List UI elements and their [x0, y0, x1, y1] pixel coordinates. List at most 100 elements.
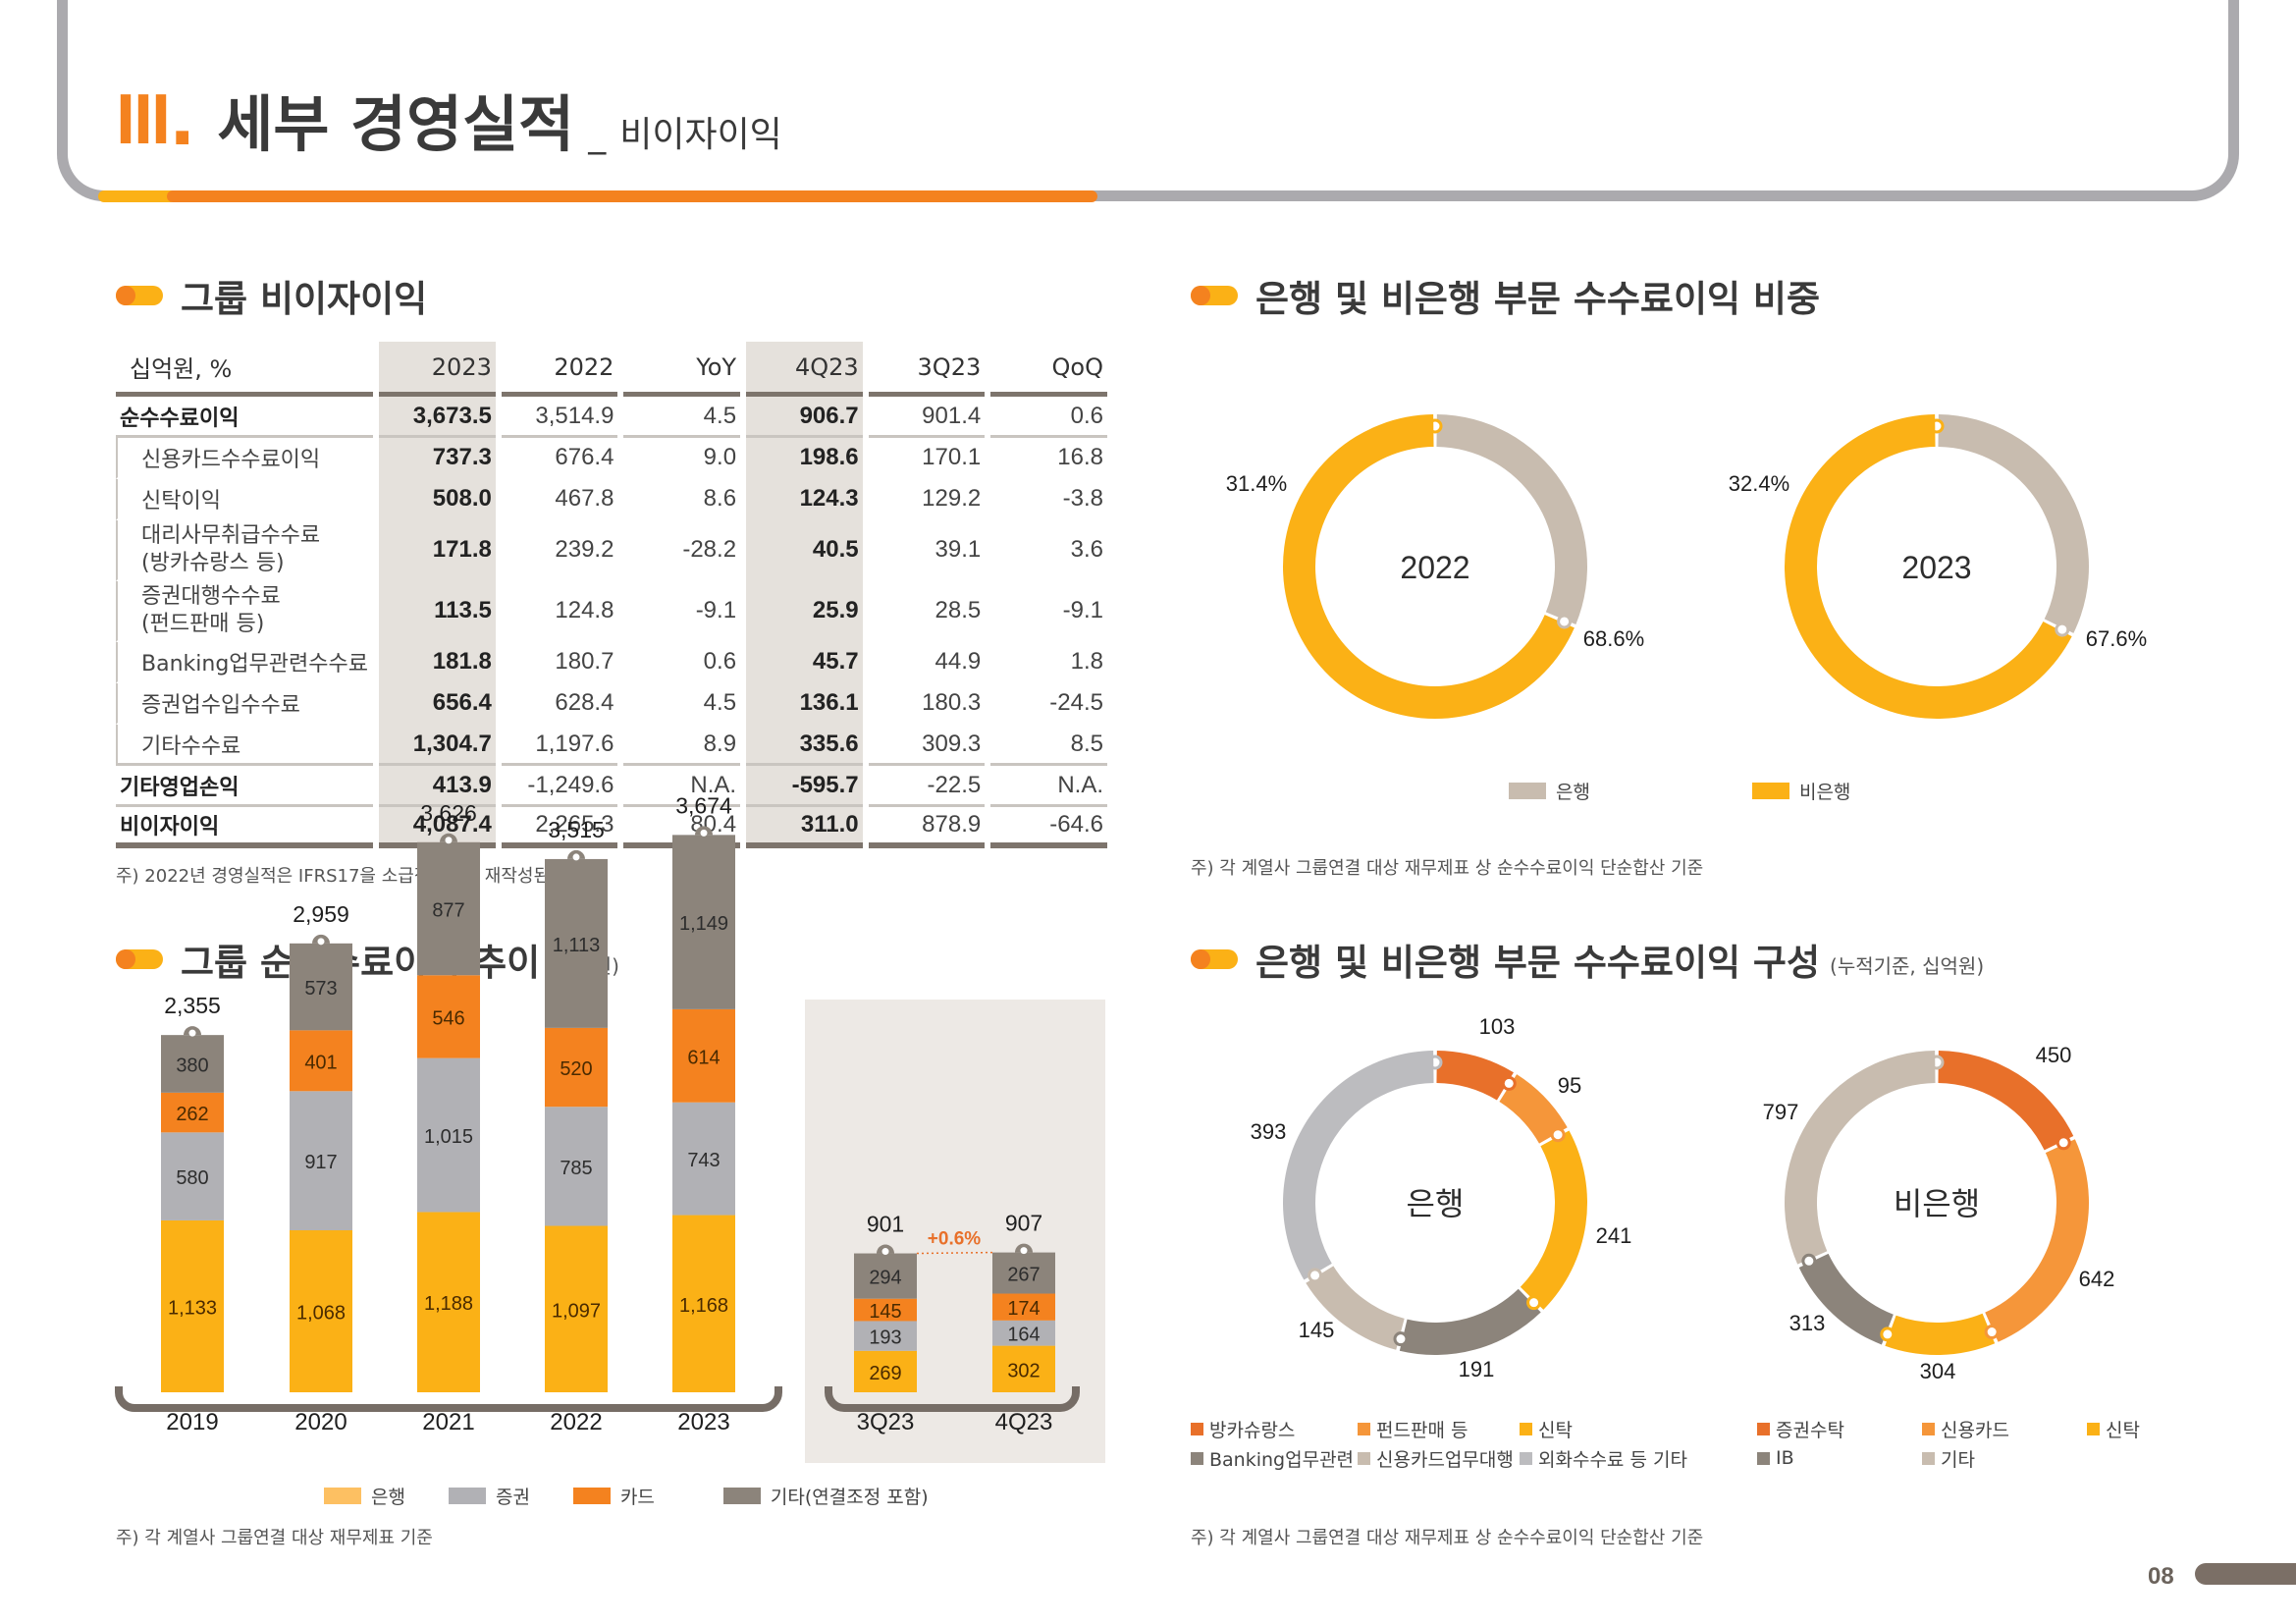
slice-value-label: 304 [1920, 1359, 1956, 1383]
header-frame [57, 0, 2239, 201]
row-label: 순수수료이익 [116, 397, 374, 438]
table-cell: -28.2 [682, 536, 737, 563]
share-section-heading: 은행 및 비은행 부문 수수료이익 비중 [1191, 269, 1820, 322]
non-interest-income-table: 십억원, % 2023 2022 YoY 4Q23 3Q23 QoQ 순수수료이… [116, 342, 1107, 848]
legend-swatch [1757, 1422, 1770, 1435]
table-cell: -3.8 [1062, 485, 1103, 512]
legend-item-card: 카드 [572, 1483, 655, 1509]
bar-value-label: 193 [869, 1327, 901, 1349]
bar-value-label: 580 [176, 1167, 208, 1189]
x-tick-label: 2023 [677, 1409, 729, 1435]
bar-segment [545, 858, 608, 1028]
bar-segment [161, 1132, 224, 1220]
bar-value-label: 267 [1007, 1265, 1040, 1286]
bar-value-label: 614 [687, 1047, 720, 1068]
slice-value-label: 191 [1459, 1357, 1495, 1381]
donut-slice [1938, 1051, 2074, 1151]
table-cell: 1.8 [1070, 648, 1103, 675]
donut-slice [1938, 414, 2089, 633]
slice-value-label: 393 [1251, 1119, 1287, 1144]
slice-value-label: 313 [1789, 1311, 1826, 1335]
table-row: 대리사무취급수수료 (방카슈랑스 등) 171.8 239.2 -28.2 40.5 39.… [116, 520, 1107, 581]
fee-income-composition-charts: 103 95 241 191 145 393 은행 450 642 304 313 797 비은행 [1251, 1014, 2115, 1383]
table-section-heading: 그룹 비이자이익 [116, 269, 427, 322]
table-cell: 901.4 [868, 397, 986, 438]
bar-total-label: 907 [1005, 1211, 1042, 1236]
bar-value-label: 546 [432, 1007, 464, 1029]
table-cell: 1,197.6 [501, 725, 618, 766]
col-header-unit: 십억원, % [116, 342, 374, 397]
bar-segment [992, 1252, 1055, 1294]
qoq-change-annotation: +0.6% [928, 1229, 982, 1250]
donut-slice [1436, 1051, 1514, 1101]
bar-hanger-hole [700, 829, 708, 837]
bar-total-label: 2,959 [293, 901, 349, 927]
slice-joint-marker [1393, 1331, 1409, 1347]
slice-value-label: 95 [1558, 1073, 1581, 1098]
legend-swatch [572, 1488, 611, 1504]
table-cell: 180.7 [555, 648, 614, 675]
bar-hanger-hole [445, 837, 453, 844]
col-header-3q23: 3Q23 [868, 342, 986, 397]
bullet-pill-icon [116, 286, 163, 305]
x-tick-label: 2019 [166, 1409, 218, 1435]
legend-swatch [1191, 1451, 1203, 1465]
legend-swatch [2087, 1422, 2100, 1435]
row-label: 대리사무취급수수료 (방카슈랑스 등) [116, 520, 373, 581]
table-header-row: 십억원, % 2023 2022 YoY 4Q23 3Q23 QoQ [116, 342, 1107, 397]
table-row: 신용카드수수료이익 737.3 676.4 9.0 198.6 170.1 16.8 [116, 438, 1107, 479]
legend-swatch [1922, 1422, 1935, 1435]
col-header-2022: 2022 [501, 342, 618, 397]
legend-item-other: 기타(연결조정 포함) [722, 1483, 929, 1509]
x-tick-label: 2020 [294, 1409, 347, 1435]
x-tick-label: 2022 [550, 1409, 602, 1435]
bar-value-label: 380 [176, 1056, 208, 1077]
x-axis-bracket [825, 1386, 1080, 1412]
table-note: 주) 2022년 경영실적은 IFRS17을 소급적용하여 재작성된 수치임 [116, 866, 605, 887]
bar-segment [672, 1102, 735, 1216]
net-fee-income-trend-chart: 1,133 580 262 380 2,355 2019 1,068 917 401 573 2,9… [115, 792, 1080, 1435]
bar-hanger-hole [881, 1248, 889, 1256]
bar-segment [417, 1057, 480, 1213]
table-cell: 28.5 [934, 597, 982, 623]
slice-value-label: 241 [1596, 1223, 1632, 1248]
table-cell: 124.3 [746, 479, 863, 520]
row-label: 기타수수료 [116, 725, 374, 766]
row-label: 증권대행수수료 (펀드판매 등) [116, 581, 373, 642]
legend-item-credit-card: 신용카드 [1922, 1414, 2087, 1443]
donut-slice [1885, 1313, 1996, 1355]
bar-segment [161, 1092, 224, 1133]
bar-value-label: 917 [304, 1152, 337, 1173]
bar-value-label: 1,168 [679, 1295, 728, 1317]
legend-label: 방카슈랑스 [1209, 1419, 1296, 1441]
table-cell: 198.6 [746, 438, 863, 479]
legend-item-ib: IB [1757, 1443, 1922, 1473]
legend-swatch [1358, 1451, 1370, 1465]
table-cell: 676.4 [555, 444, 614, 470]
bar-segment [992, 1320, 1055, 1346]
legend-item-banking-related: Banking업무관련 [1191, 1443, 1358, 1473]
table-cell: 45.7 [746, 642, 863, 683]
table-cell: 113.5 [379, 581, 496, 642]
table-cell: 171.8 [379, 520, 496, 581]
legend-swatch [1358, 1422, 1370, 1435]
table-cell: 8.6 [703, 485, 737, 512]
col-header-qoq: QoQ [990, 342, 1107, 397]
legend-swatch [448, 1488, 486, 1504]
bar-total-label: 3,626 [420, 800, 477, 826]
legend-label: 신탁 [2106, 1419, 2140, 1441]
bar-segment [672, 1215, 735, 1392]
col-header-yoy: YoY [623, 342, 741, 397]
legend-item-trust: 신탁 [2087, 1414, 2140, 1443]
main-title: 세부 경영실적 [217, 88, 575, 160]
bar-value-label: 1,133 [168, 1297, 217, 1319]
slice-joint-marker [1557, 614, 1573, 629]
page-title: III . 세부 경영실적 _ 비이자이익 [116, 84, 782, 155]
legend-swatch [1922, 1451, 1935, 1465]
nonbank-composition-legend: 증권수탁 신용카드 신탁 IB 기타 [1757, 1414, 2140, 1473]
table-cell: 3,514.9 [501, 397, 618, 438]
bullet-pill-icon [116, 949, 163, 969]
legend-item-securities-custody: 증권수탁 [1757, 1414, 1922, 1443]
table-cell: -9.1 [1062, 597, 1103, 623]
table-cell: 44.9 [934, 648, 982, 675]
